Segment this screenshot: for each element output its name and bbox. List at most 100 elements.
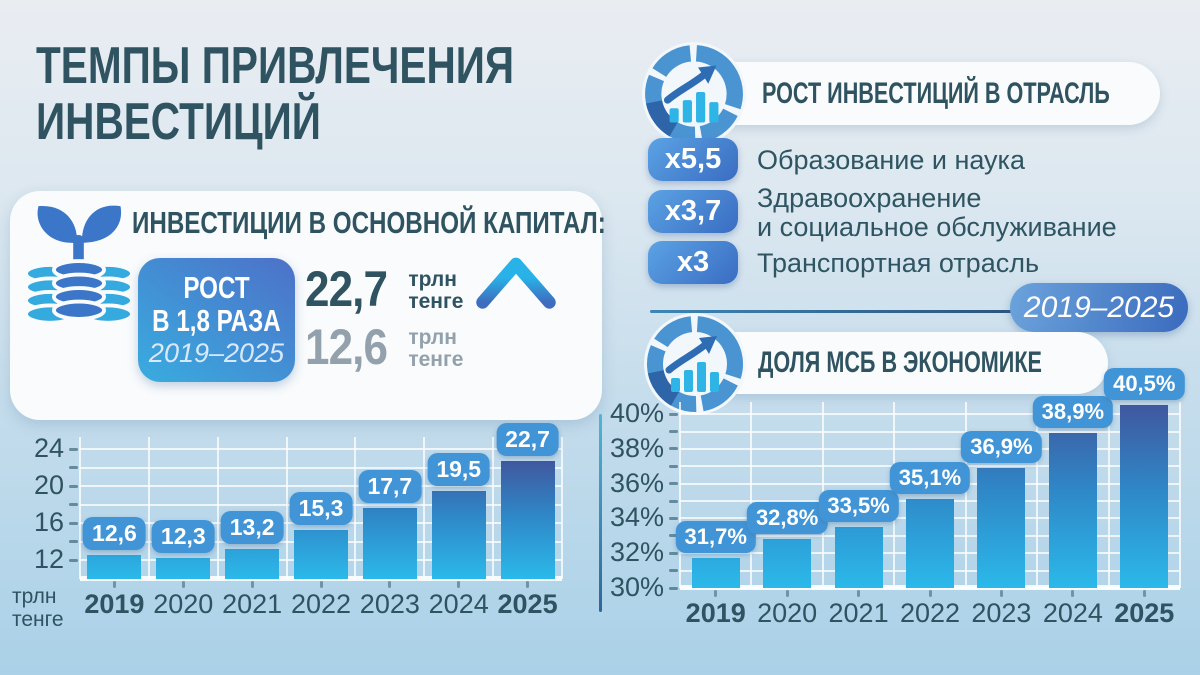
growth-donut-icon bbox=[642, 42, 746, 146]
x-axis-label: 2025 bbox=[497, 589, 558, 619]
stat-2025-unit: трлн тенге bbox=[408, 268, 464, 313]
y-axis-label: 16 bbox=[33, 507, 64, 538]
y-axis-label: 38% bbox=[609, 432, 664, 463]
sme-share-heading: ДОЛЯ МСБ В ЭКОНОМИКЕ bbox=[758, 346, 1042, 379]
y-axis-tick bbox=[669, 430, 678, 434]
y-axis-tick bbox=[69, 447, 78, 451]
gridline-h bbox=[680, 413, 1180, 416]
bar-value-badge: 38,9% bbox=[1032, 396, 1114, 429]
growth-multiple-box: РОСТ В 1,8 РАЗА 2019–2025 bbox=[138, 258, 295, 382]
y-axis-label: 20 bbox=[33, 470, 64, 501]
x-axis-label: 2019 bbox=[84, 589, 145, 619]
bar-value-badge: 13,2 bbox=[220, 511, 284, 545]
y-axis-tick bbox=[669, 534, 678, 538]
y-axis-tick bbox=[669, 412, 678, 416]
gridline-v bbox=[354, 437, 357, 579]
x-axis-tick bbox=[785, 590, 789, 597]
page-title-line1: ТЕМПЫ ПРИВЛЕЧЕНИЯ bbox=[36, 37, 515, 95]
bar bbox=[500, 461, 555, 579]
bar-value-badge: 12,6 bbox=[83, 516, 146, 550]
gridline-v bbox=[964, 402, 967, 588]
y-axis-label: 40% bbox=[609, 398, 664, 429]
y-axis-label: 32% bbox=[609, 537, 664, 568]
bar bbox=[156, 557, 211, 579]
y-axis-label: 24 bbox=[33, 433, 64, 464]
x-axis-label: 2024 bbox=[1042, 598, 1103, 628]
bar-value-badge: 36,9% bbox=[961, 431, 1042, 464]
multiplier-badge-transport: x3 bbox=[648, 241, 738, 284]
growth-box-line2: В 1,8 РАЗА bbox=[152, 303, 281, 338]
multiplier-badge-healthcare: x3,7 bbox=[648, 190, 738, 233]
gridline-h bbox=[80, 466, 562, 469]
x-axis-tick bbox=[1142, 590, 1146, 597]
bar bbox=[977, 468, 1026, 588]
bar-value-badge: 32,8% bbox=[746, 502, 828, 535]
bar-value-badge: 19,5 bbox=[427, 452, 491, 486]
x-axis-label: 2022 bbox=[290, 589, 352, 619]
label-education: Образование и наука bbox=[757, 145, 1025, 175]
fixed-capital-heading: ИНВЕСТИЦИИ В ОСНОВНОЙ КАПИТАЛ: bbox=[132, 205, 739, 241]
x-axis-tick bbox=[250, 581, 254, 588]
bar bbox=[906, 499, 954, 588]
bar-value-badge: 35,1% bbox=[889, 462, 971, 495]
plot-area: 12,6 12,3 13,2 15,3 17,7 19,5 22,7 bbox=[79, 423, 563, 581]
y-axis-tick bbox=[669, 464, 678, 468]
y-axis-tick bbox=[669, 516, 678, 520]
growth-box-line1: РОСТ bbox=[183, 270, 250, 305]
x-axis-label: 2020 bbox=[757, 598, 818, 628]
bar bbox=[1048, 433, 1097, 588]
bar-value-badge: 33,5% bbox=[818, 490, 899, 523]
x-axis-tick bbox=[526, 581, 530, 588]
bar bbox=[294, 529, 348, 579]
stat-2019: 12,6 трлн тенге bbox=[305, 321, 463, 373]
x-axis-label: 2023 bbox=[971, 598, 1032, 628]
bar bbox=[1120, 405, 1169, 588]
x-axis-label: 2023 bbox=[359, 589, 420, 619]
bar-value-badge: 40,5% bbox=[1104, 368, 1185, 401]
plot-area: 31,7% 32,8% 33,5% 35,1% 36,9% 38,9% 40,5% bbox=[675, 368, 1185, 590]
x-axis-tick bbox=[1071, 590, 1075, 597]
fixed-capital-card: ИНВЕСТИЦИИ В ОСНОВНОЙ КАПИТАЛ: РОСТ В 1,… bbox=[10, 191, 606, 420]
gridline-v bbox=[79, 437, 81, 579]
stat-2025-value: 22,7 bbox=[305, 261, 388, 317]
y-axis-tick bbox=[69, 503, 78, 507]
bar-value-badge: 12,3 bbox=[151, 519, 215, 553]
gridline-h bbox=[80, 448, 562, 451]
gridline-v bbox=[561, 437, 563, 579]
period-badge: 2019–2025 bbox=[1010, 283, 1188, 332]
y-axis-unit: трлн тенге bbox=[12, 585, 64, 631]
bar bbox=[87, 554, 142, 579]
gridline-v bbox=[679, 402, 681, 588]
bar bbox=[691, 558, 740, 588]
y-axis-tick bbox=[69, 484, 78, 488]
gridline-v bbox=[423, 437, 426, 579]
bar bbox=[763, 539, 812, 588]
y-axis-label: 36% bbox=[609, 467, 664, 498]
y-axis-tick bbox=[669, 499, 678, 503]
label-healthcare: Здравоохранение и социальное обслуживани… bbox=[757, 183, 1117, 242]
x-axis-tick bbox=[999, 590, 1003, 597]
plant-coins-icon bbox=[26, 205, 132, 325]
stat-2019-unit: трлн тенге bbox=[408, 326, 464, 371]
growth-box-period: 2019–2025 bbox=[148, 338, 285, 368]
gridline-v bbox=[750, 402, 753, 588]
y-axis-tick bbox=[669, 482, 678, 486]
up-arrow-icon bbox=[476, 257, 556, 391]
fixed-capital-heading-text: ИНВЕСТИЦИИ В ОСНОВНОЙ КАПИТАЛ: bbox=[132, 205, 606, 240]
page-title: ТЕМПЫ ПРИВЛЕЧЕНИЯ ИНВЕСТИЦИЙ bbox=[36, 38, 649, 150]
bar-value-badge: 22,7 bbox=[496, 423, 559, 457]
multiplier-badge-education: x5,5 bbox=[648, 138, 738, 181]
label-transport: Транспортная отрасль bbox=[757, 248, 1040, 278]
bar bbox=[834, 527, 883, 588]
x-axis-tick bbox=[112, 581, 116, 588]
page-title-line2: ИНВЕСТИЦИЙ bbox=[36, 93, 321, 151]
bar-value-badge: 15,3 bbox=[289, 491, 353, 525]
y-axis-tick bbox=[69, 466, 78, 470]
y-axis-label: 34% bbox=[609, 502, 664, 533]
x-axis-tick bbox=[457, 581, 461, 588]
bar bbox=[431, 490, 486, 579]
horizontal-divider bbox=[650, 310, 1110, 313]
gridline-v bbox=[147, 437, 150, 579]
x-axis-tick bbox=[181, 581, 185, 588]
y-axis-tick bbox=[69, 558, 78, 562]
